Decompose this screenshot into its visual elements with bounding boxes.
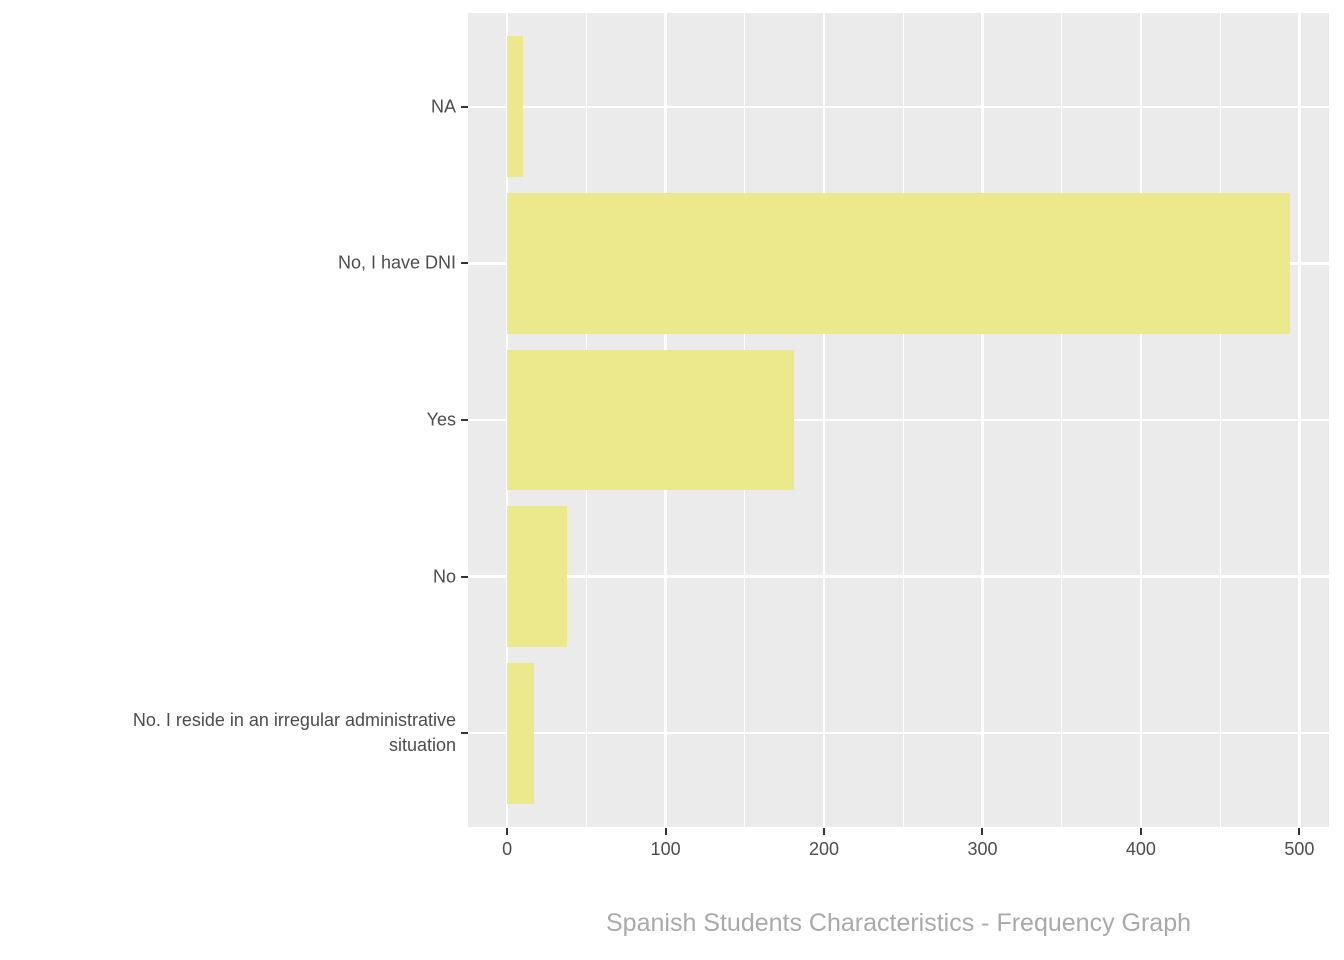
y-axis-tick-mark [461,419,468,421]
y-axis-tick-mark [461,105,468,108]
bar [507,349,794,491]
x-axis-label: 0 [502,839,513,859]
x-axis-label: 400 [1125,839,1156,859]
x-axis-tick-mark [981,828,984,835]
x-axis-label: 200 [808,839,840,859]
category-gridline [468,575,1329,578]
x-axis-tick-mark [506,828,509,835]
y-axis-label: Yes [426,409,456,430]
x-axis-label: 500 [1284,839,1315,859]
x-axis-tick-mark [1139,828,1142,835]
x-axis-tick-mark [1298,828,1301,835]
x-axis-tick-mark [823,828,826,835]
chart-title: Spanish Students Characteristics - Frequ… [606,909,1191,937]
y-axis-label: No. I reside in an irregular administrat… [132,710,456,756]
y-axis-label: No, I have DNI [337,252,456,273]
x-axis-tick-mark [664,828,667,835]
bar [507,662,535,804]
x-axis-label: 300 [967,839,998,859]
y-axis-label: NA [430,96,456,117]
x-axis-label: 100 [650,839,681,859]
category-gridline [468,105,1329,109]
category-gridline [468,418,1329,422]
bar [507,193,1290,334]
y-axis-label: No [432,566,456,587]
y-axis-tick-mark [461,262,468,265]
y-axis-tick-mark [461,575,468,578]
bar [507,36,523,178]
category-gridline [468,731,1329,735]
bar [507,506,568,647]
y-axis-tick-mark [461,732,468,735]
plot-panel [468,13,1329,827]
